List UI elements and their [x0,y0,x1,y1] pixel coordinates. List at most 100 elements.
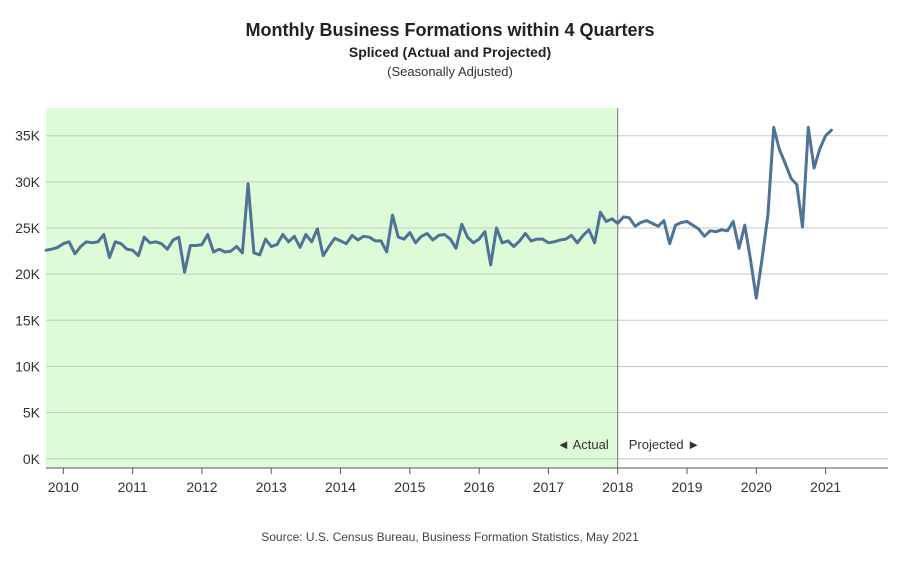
data-point [830,129,833,132]
data-point [645,219,648,222]
data-point [449,237,452,241]
actual-region-label: ◄ Actual [557,437,609,452]
x-tick-label: 2012 [186,479,217,495]
data-point [374,239,377,243]
chart-source: Source: U.S. Census Bureau, Business For… [261,530,639,544]
data-point [327,245,331,248]
data-point [85,240,88,243]
x-tick-label: 2013 [256,479,287,495]
data-point [56,246,59,249]
data-point [547,241,550,244]
data-point [529,239,533,243]
y-tick-label: 25K [15,220,41,236]
data-point [414,241,417,244]
data-point [593,241,596,244]
x-tick-label: 2010 [48,479,79,495]
data-point [501,241,504,244]
data-point [466,236,469,239]
data-point [633,225,637,228]
data-point [737,247,741,250]
x-tick-label: 2016 [464,479,495,495]
data-point [807,126,810,129]
data-point [333,237,336,240]
data-point [443,233,446,236]
data-point [668,242,671,245]
data-point [200,243,204,246]
data-point [252,251,256,255]
data-point [755,297,758,300]
data-point [795,183,798,186]
data-point [189,244,192,247]
data-point [345,242,348,245]
data-point [91,241,94,244]
x-tick-label: 2015 [394,479,425,495]
x-tick-label: 2020 [741,479,772,495]
data-point [195,244,198,247]
data-point [772,126,775,129]
data-point [483,230,487,233]
data-point [431,238,435,242]
x-tick-label: 2018 [602,479,633,495]
chart-subsubtitle: (Seasonally Adjusted) [387,64,513,79]
data-point [362,235,365,238]
data-point [275,243,279,246]
data-point [293,235,296,238]
data-point [703,235,706,238]
data-point [408,231,411,234]
data-point [766,213,770,217]
data-point [96,240,100,243]
data-point [148,241,152,244]
data-point [616,222,619,225]
data-point [322,254,325,257]
data-point [281,233,284,236]
data-point [570,234,573,237]
data-point [119,242,123,245]
data-point [339,239,342,243]
data-point [304,233,308,236]
data-point [298,246,302,249]
data-point [662,219,666,222]
y-tick-label: 5K [23,405,41,421]
data-point [558,238,562,242]
data-point [102,233,106,236]
data-point [391,213,394,217]
data-point [310,240,313,243]
data-point [818,147,822,150]
projected-region-label: Projected ► [629,437,700,452]
data-point [714,230,718,233]
data-point [258,253,261,256]
data-point [784,162,787,165]
data-point [229,249,232,253]
data-point [223,250,227,254]
data-point [316,227,319,231]
chart-subtitle: Spliced (Actual and Projected) [348,44,552,60]
data-point [726,229,729,232]
chart-titles: Monthly Business Formations within 4 Qua… [0,18,900,82]
data-point [622,215,625,219]
y-tick-label: 0K [23,451,41,467]
data-point [235,245,238,248]
data-point [489,263,492,267]
chart-title: Monthly Business Formations within 4 Qua… [245,20,655,40]
data-point [171,238,175,242]
data-point [62,242,65,245]
data-point [437,234,440,237]
data-point [114,240,117,243]
data-point [50,248,53,251]
data-point [512,245,515,248]
data-point [356,238,360,242]
data-point [454,247,458,250]
data-point [801,225,804,229]
data-point [518,239,521,243]
data-point [674,224,677,227]
data-point [651,222,654,225]
data-point [397,236,400,239]
data-point [708,229,712,232]
data-point [108,256,111,259]
y-tick-label: 10K [15,358,41,374]
data-point [206,233,209,236]
data-point [385,250,388,254]
data-point [581,234,585,237]
y-tick-label: 35K [15,128,41,144]
data-point [680,221,683,224]
